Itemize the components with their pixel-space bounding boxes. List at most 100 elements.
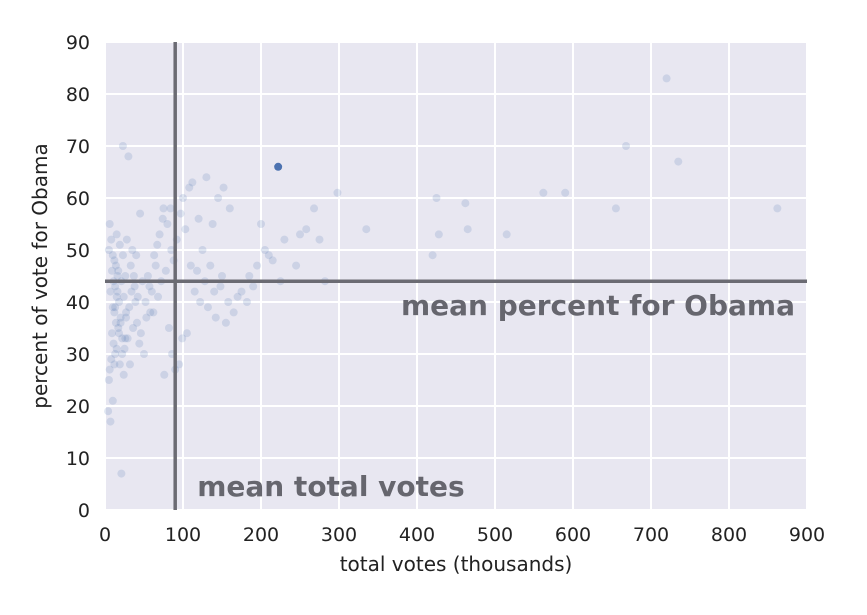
data-point [260, 246, 269, 254]
data-point [132, 251, 141, 260]
data-point [428, 251, 437, 260]
data-point [145, 282, 154, 291]
data-point [202, 173, 211, 182]
data-point [151, 261, 160, 270]
data-point [237, 287, 246, 296]
data-point [117, 469, 126, 478]
x-tick-label: 500 [477, 524, 513, 546]
data-point [110, 360, 119, 369]
data-point [113, 287, 122, 296]
data-point [111, 350, 120, 358]
data-point [116, 318, 125, 327]
y-tick-label: 20 [66, 396, 90, 418]
data-point [111, 282, 120, 291]
data-point [135, 339, 144, 348]
data-point [114, 324, 123, 332]
data-point [181, 225, 190, 234]
data-point [161, 266, 170, 275]
data-point [461, 199, 470, 208]
data-point [296, 230, 304, 239]
data-point [463, 225, 472, 234]
data-point [112, 292, 121, 301]
data-point [257, 220, 265, 228]
data-point [142, 313, 151, 322]
data-point [106, 417, 115, 426]
data-point [216, 282, 225, 291]
y-tick-label: 30 [66, 344, 90, 366]
y-axis-label: percent of vote for Obama [28, 143, 52, 408]
data-point [175, 360, 184, 369]
data-point [225, 204, 234, 213]
x-axis-label: total votes (thousands) [340, 552, 573, 576]
data-point [110, 256, 119, 265]
data-point [268, 256, 277, 265]
data-point [245, 272, 254, 280]
data-point [310, 204, 319, 213]
data-point [113, 272, 122, 280]
data-point [622, 142, 631, 150]
data-point [198, 246, 207, 254]
data-point [674, 157, 683, 166]
data-point [116, 313, 125, 322]
data-point [146, 308, 155, 317]
data-point [119, 292, 128, 301]
data-point [132, 318, 141, 327]
data-point [292, 261, 301, 270]
data-point [114, 266, 123, 275]
data-point [176, 209, 185, 218]
data-point [112, 230, 121, 239]
data-point [155, 230, 164, 239]
data-point [121, 272, 130, 280]
data-point [104, 246, 113, 254]
data-point [233, 292, 242, 301]
data-point [214, 194, 223, 202]
data-point [221, 318, 230, 327]
data-point [122, 313, 131, 322]
highlighted-data-point [274, 162, 283, 171]
data-point [224, 298, 233, 306]
data-point [163, 220, 172, 228]
data-point [131, 298, 140, 306]
data-point [104, 376, 113, 384]
y-tick-label: 10 [66, 448, 90, 470]
data-point [164, 324, 173, 332]
data-point [662, 74, 671, 83]
data-point [107, 355, 116, 364]
x-tick-label: 200 [243, 524, 279, 546]
data-point [118, 142, 127, 150]
data-point [264, 251, 273, 260]
data-point [115, 329, 124, 338]
data-point [115, 298, 124, 306]
y-tick-label: 50 [66, 240, 90, 262]
y-tick-label: 70 [66, 136, 90, 158]
grid-lines [104, 41, 808, 511]
data-point [280, 235, 289, 244]
data-point [129, 324, 138, 332]
data-point [120, 344, 129, 353]
data-point [249, 282, 258, 291]
data-point [105, 365, 114, 374]
data-point [211, 313, 220, 322]
data-point [143, 272, 152, 280]
data-point [194, 214, 203, 223]
data-point [110, 308, 119, 317]
data-point [133, 292, 142, 301]
data-point [130, 282, 139, 291]
data-point [127, 287, 136, 296]
data-point [119, 370, 128, 379]
data-point [561, 188, 570, 197]
data-point [242, 298, 251, 306]
data-point [193, 266, 202, 275]
data-point [167, 246, 176, 254]
data-point [108, 303, 117, 312]
x-tick-label: 0 [99, 524, 111, 546]
data-point [196, 298, 205, 306]
data-point [206, 261, 215, 270]
x-tick-label: 800 [711, 524, 747, 546]
data-point [109, 339, 118, 348]
data-point [106, 287, 115, 296]
data-point [108, 329, 117, 338]
data-point [190, 287, 199, 296]
data-point [118, 334, 127, 343]
data-point [153, 240, 162, 249]
